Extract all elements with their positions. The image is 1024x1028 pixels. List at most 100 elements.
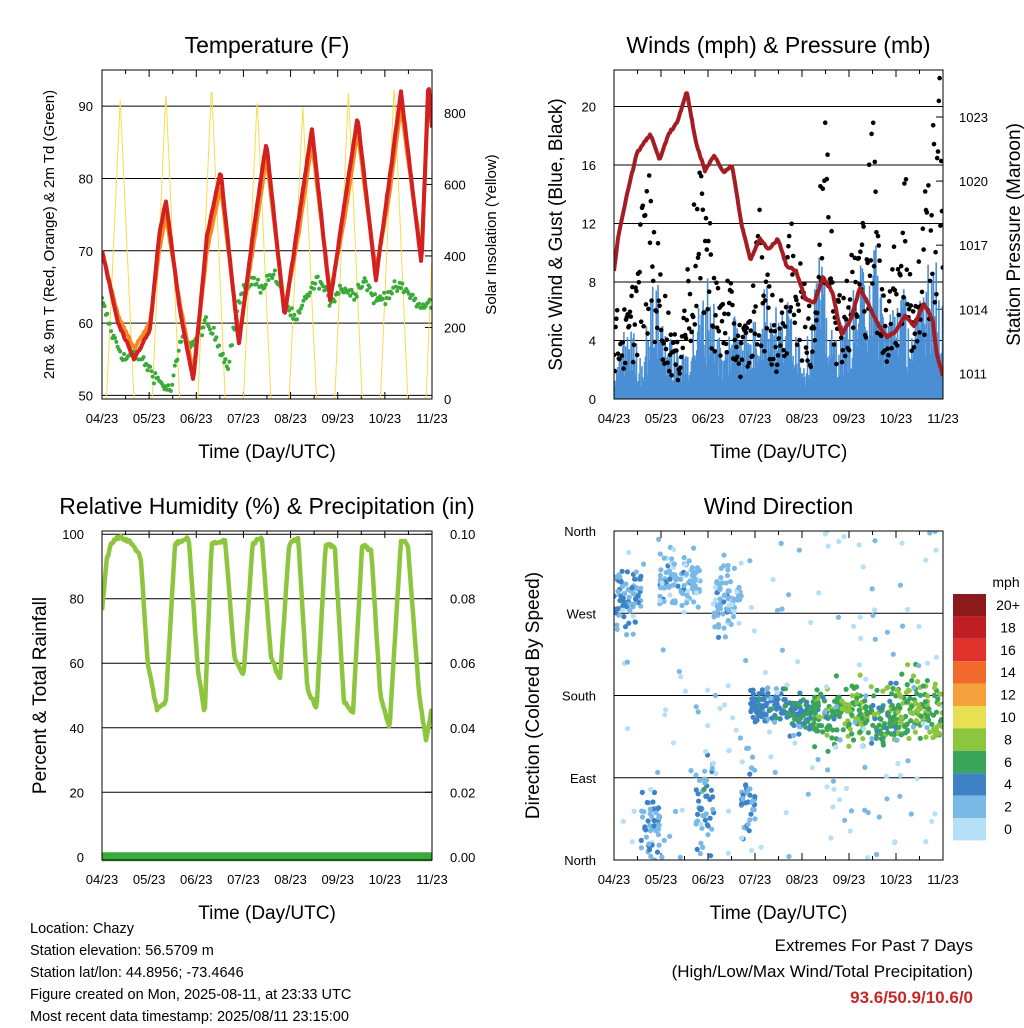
gust-point	[723, 341, 729, 347]
direction-point	[725, 562, 731, 569]
gust-point	[738, 340, 744, 346]
direction-point	[874, 687, 880, 693]
gust-point	[764, 326, 770, 331]
direction-point	[859, 715, 865, 721]
direction-point	[629, 585, 635, 591]
direction-point	[746, 745, 752, 751]
direction-point	[823, 714, 830, 720]
direction-point	[830, 804, 836, 810]
dewpoint-point	[263, 282, 268, 287]
gust-point	[769, 362, 774, 367]
dewpoint-point	[223, 357, 228, 362]
gust-point	[779, 310, 785, 316]
gust-point	[694, 206, 700, 212]
dewpoint-point	[155, 375, 160, 380]
direction-point	[897, 705, 903, 711]
direction-point	[637, 576, 643, 582]
gust-point	[698, 276, 703, 281]
direction-point	[619, 568, 625, 574]
direction-point	[885, 730, 891, 736]
gust-point	[842, 353, 848, 359]
gust-point	[889, 345, 894, 351]
direction-point	[691, 545, 697, 551]
direction-point	[661, 598, 667, 605]
dewpoint-point	[306, 293, 311, 298]
gust-point	[695, 255, 701, 260]
direction-point	[614, 606, 618, 612]
direction-point	[816, 590, 822, 596]
gust-point	[784, 351, 790, 356]
direction-point	[763, 703, 769, 709]
direction-point	[731, 565, 738, 572]
direction-point	[795, 659, 801, 665]
direction-point	[916, 623, 922, 630]
direction-point	[896, 691, 902, 697]
plot-area	[614, 75, 943, 399]
direction-point	[751, 628, 757, 634]
direction-point	[730, 614, 737, 620]
direction-point	[869, 586, 875, 592]
dewpoint-point	[271, 272, 276, 277]
gust-point	[615, 351, 621, 357]
gust-point	[770, 356, 776, 362]
x-tick-label: 06/23	[692, 872, 725, 887]
gust-point	[722, 311, 727, 317]
gust-point	[829, 228, 834, 234]
gust-point	[814, 318, 819, 323]
direction-point	[632, 619, 639, 625]
x-tick-label: 09/23	[321, 872, 354, 887]
gust-point	[844, 278, 850, 284]
gust-point	[702, 238, 708, 244]
y-tick-label: 40	[70, 721, 84, 736]
direction-point	[667, 576, 673, 582]
direction-point	[726, 808, 732, 814]
gust-point	[916, 259, 922, 264]
direction-point	[830, 727, 836, 733]
direction-point	[885, 684, 891, 690]
gust-point	[780, 321, 786, 326]
gust-point	[938, 158, 943, 164]
direction-point	[648, 786, 654, 793]
direction-point	[749, 705, 755, 711]
gust-point	[728, 281, 734, 286]
direction-point	[857, 614, 863, 620]
direction-point	[738, 560, 744, 566]
gust-point	[776, 336, 782, 341]
gust-point	[685, 267, 690, 272]
direction-point	[685, 588, 691, 594]
gust-point	[817, 242, 822, 248]
gust-point	[647, 240, 653, 246]
direction-point	[614, 593, 617, 599]
direction-point	[860, 736, 866, 742]
direction-point	[916, 663, 922, 669]
legend-swatch	[953, 795, 986, 818]
direction-point	[626, 594, 632, 600]
direction-point	[871, 693, 877, 699]
gust-point	[888, 321, 894, 327]
direction-point	[655, 769, 661, 776]
direction-point	[836, 713, 843, 720]
gust-point	[846, 305, 851, 310]
direction-point	[898, 732, 905, 738]
direction-point	[749, 847, 755, 854]
dewpoint-point	[300, 303, 305, 308]
direction-point	[759, 705, 765, 711]
direction-point	[669, 599, 675, 606]
gust-point	[922, 189, 928, 194]
gust-point	[928, 228, 934, 233]
direction-point	[892, 839, 898, 845]
dewpoint-point	[378, 294, 383, 299]
legend-swatch	[953, 594, 986, 617]
gust-point	[796, 308, 802, 314]
direction-point	[747, 792, 753, 798]
y-tick-label: West	[567, 606, 597, 621]
direction-point	[824, 732, 830, 738]
direction-point	[729, 602, 735, 608]
gust-point	[657, 303, 662, 309]
gust-point	[669, 372, 674, 378]
direction-point	[816, 714, 823, 720]
direction-point	[675, 583, 681, 589]
direction-point	[691, 575, 697, 581]
legend-label: 20+	[996, 597, 1020, 613]
direction-point	[796, 547, 803, 553]
